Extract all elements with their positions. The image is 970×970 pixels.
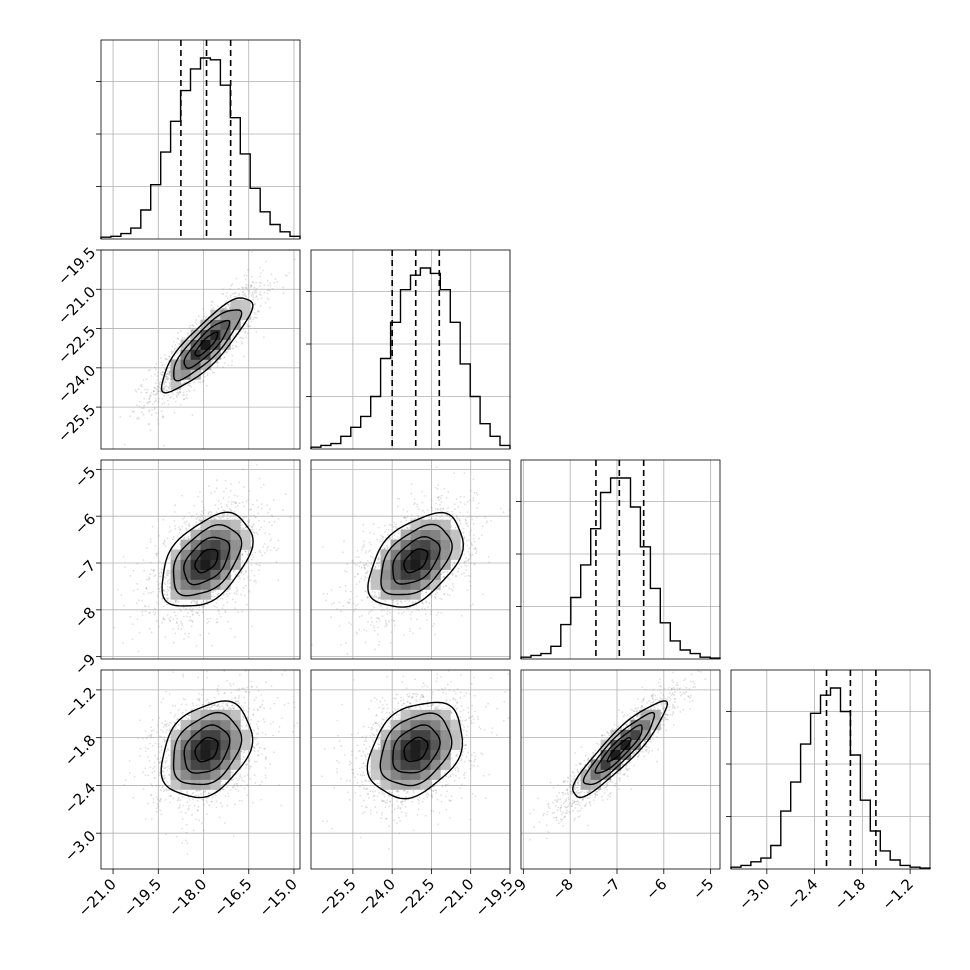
histogram-1 (310, 267, 511, 449)
ytick-label-3-1: −2.4 (61, 779, 99, 817)
xtick-label-1-2: −22.5 (393, 875, 438, 920)
scatter-panel-2-0 (100, 459, 301, 660)
xtick-label-2-1: −8 (549, 875, 577, 903)
panel-frame-3-0 (100, 669, 301, 870)
density-3-1 (370, 709, 461, 790)
contour-2-0-0 (194, 548, 219, 574)
contour-1-0-3 (160, 297, 254, 394)
contour-2-1-1 (392, 535, 441, 585)
contour-3-0-3 (160, 700, 254, 799)
contour-3-1-2 (379, 712, 453, 787)
xtick-label-3-0: −3.0 (735, 875, 773, 913)
panel-frame-2-0 (100, 459, 301, 660)
scatter-panel-3-2 (520, 669, 721, 870)
panel-frame-3-2 (520, 669, 721, 870)
contour-2-0-1 (183, 536, 231, 586)
ytick-label-3-2: −1.8 (61, 731, 99, 769)
contour-1-0-2 (173, 309, 243, 382)
contour-3-2-3 (572, 700, 668, 799)
xtick-label-2-4: −5 (689, 875, 717, 903)
hist-panel-2 (516, 459, 721, 660)
contour-2-0-2 (172, 524, 243, 597)
contour-3-0-1 (183, 724, 231, 774)
contour-3-0-0 (194, 736, 219, 763)
ytick-label-1-2: −22.5 (54, 322, 99, 367)
hist-frame-3 (730, 669, 931, 870)
hist-frame-0 (100, 39, 301, 240)
xtick-label-0-0: −21.0 (75, 875, 120, 920)
hist-panel-0 (96, 39, 301, 240)
histogram-0 (100, 57, 301, 239)
contour-1-0-0 (194, 331, 219, 357)
panel-frame-3-1 (310, 669, 511, 870)
xtick-label-1-0: −25.5 (314, 875, 359, 920)
xtick-label-0-2: −18.0 (165, 875, 210, 920)
ytick-label-2-4: −5 (71, 463, 99, 491)
ytick-label-3-0: −3.0 (61, 827, 99, 865)
density-2-1 (370, 519, 461, 600)
ytick-label-1-0: −25.5 (54, 401, 99, 446)
density-3-2 (580, 709, 661, 790)
contour-3-2-2 (582, 711, 656, 786)
xtick-label-0-4: −15.0 (256, 875, 301, 920)
xtick-label-1-3: −21.0 (432, 875, 477, 920)
contour-3-0-2 (172, 711, 243, 786)
xtick-label-3-1: −2.4 (783, 875, 821, 913)
xtick-label-3-3: −1.2 (878, 875, 916, 913)
contour-2-1-3 (367, 511, 465, 608)
contour-3-2-1 (594, 724, 643, 774)
contour-3-1-3 (366, 701, 464, 800)
ytick-label-2-2: −7 (71, 557, 99, 585)
xtick-label-0-3: −16.5 (210, 875, 255, 920)
contour-3-2-0 (606, 736, 632, 763)
ytick-label-2-0: −9 (71, 650, 99, 678)
xtick-label-2-3: −6 (642, 875, 670, 903)
density-2-0 (170, 519, 251, 600)
xtick-label-3-2: −1.8 (831, 875, 869, 913)
hist-panel-3 (726, 669, 931, 870)
hist-panel-1 (306, 249, 511, 450)
histogram-2 (520, 477, 721, 659)
contour-3-1-1 (392, 724, 441, 774)
ytick-label-1-3: −21.0 (54, 283, 99, 328)
ytick-label-2-1: −8 (71, 603, 99, 631)
ytick-label-1-4: −19.5 (54, 244, 99, 289)
histogram-3 (730, 687, 931, 869)
hist-frame-1 (310, 249, 511, 450)
contour-3-1-0 (403, 736, 429, 763)
ytick-label-3-3: −1.2 (61, 684, 99, 722)
contour-2-1-0 (403, 548, 429, 574)
ytick-label-2-3: −6 (71, 510, 99, 538)
scatter-panel-2-1 (310, 459, 511, 660)
xtick-label-0-1: −19.5 (120, 875, 165, 920)
contour-2-0-3 (161, 511, 254, 607)
contour-1-0-1 (183, 319, 231, 369)
scatter-panel-3-0 (100, 669, 301, 870)
ytick-label-1-1: −24.0 (54, 361, 99, 406)
panel-frame-1-0 (100, 249, 301, 450)
scatter-panel-1-0 (100, 249, 301, 450)
scatter-panel-3-1 (310, 669, 511, 870)
contour-2-1-2 (380, 523, 453, 596)
panel-frame-2-1 (310, 459, 511, 660)
xtick-label-1-1: −24.0 (354, 875, 399, 920)
xtick-label-2-2: −7 (595, 875, 623, 903)
hist-frame-2 (520, 459, 721, 660)
